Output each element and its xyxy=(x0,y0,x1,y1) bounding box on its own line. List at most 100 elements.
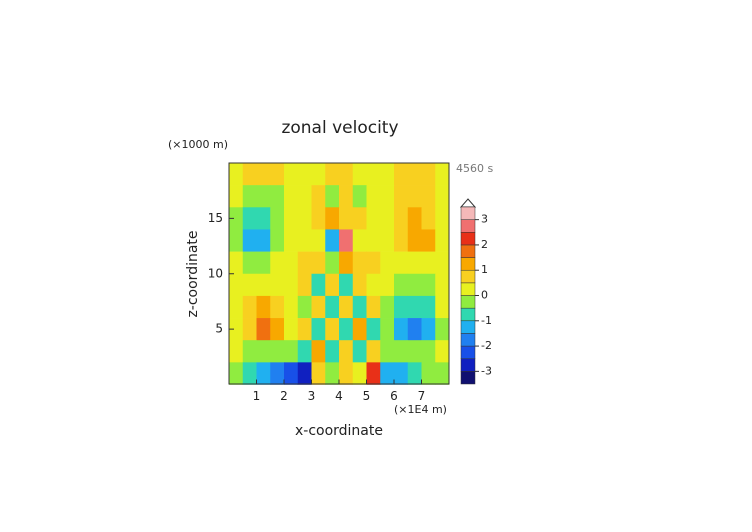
contour-cell xyxy=(325,207,340,230)
contour-cell xyxy=(394,295,409,319)
contour-cell xyxy=(325,273,340,297)
contour-cell xyxy=(256,251,271,275)
contour-cell xyxy=(407,251,422,275)
contour-cell xyxy=(229,251,244,275)
colorbar-band xyxy=(460,320,476,334)
contour-cell xyxy=(311,229,326,252)
contour-cell xyxy=(394,163,409,186)
contour-cell xyxy=(352,295,367,319)
colorbar-tick-label: -2 xyxy=(481,339,492,352)
contour-cell xyxy=(284,163,299,186)
colorbar-band xyxy=(460,295,476,309)
contour-cell xyxy=(284,185,299,208)
contour-cell xyxy=(435,295,450,319)
y-tick-label: 10 xyxy=(208,266,223,280)
contour-cell xyxy=(270,163,285,186)
contour-cell xyxy=(435,318,450,341)
colorbar-band xyxy=(460,257,476,271)
contour-cell xyxy=(270,340,285,363)
contour-cell xyxy=(352,340,367,363)
contour-cell xyxy=(380,251,395,275)
contour-cell xyxy=(297,229,312,252)
contour-cell xyxy=(284,229,299,252)
contour-cell xyxy=(366,340,381,363)
contour-cell xyxy=(352,362,367,385)
contour-cell xyxy=(421,185,436,208)
contour-cell xyxy=(284,295,299,319)
contour-cell xyxy=(297,207,312,230)
contour-cell xyxy=(270,318,285,341)
contour-cell xyxy=(297,251,312,275)
contour-cell xyxy=(256,318,271,341)
contour-cell xyxy=(311,318,326,341)
contour-cell xyxy=(284,273,299,297)
contour-cell xyxy=(352,273,367,297)
contour-cell xyxy=(284,251,299,275)
contour-cell xyxy=(297,318,312,341)
contour-cell xyxy=(352,229,367,252)
contour-cell xyxy=(270,185,285,208)
colorbar-tick-label: 1 xyxy=(481,263,488,276)
contour-cell xyxy=(435,340,450,363)
contour-cell xyxy=(394,207,409,230)
contour-cell xyxy=(256,229,271,252)
contour-cell xyxy=(421,362,436,385)
contour-cell xyxy=(325,362,340,385)
contour-cell xyxy=(325,163,340,186)
x-tick-label: 4 xyxy=(335,389,343,403)
contour-cell xyxy=(229,273,244,297)
contour-cell xyxy=(325,340,340,363)
contour-cell xyxy=(311,251,326,275)
contour-cell xyxy=(242,295,257,319)
colorbar-band xyxy=(460,244,476,258)
contour-cell xyxy=(284,362,299,385)
contour-cell xyxy=(325,318,340,341)
contour-cell xyxy=(311,273,326,297)
contour-cell xyxy=(435,362,450,385)
contour-cell xyxy=(297,362,312,385)
y-unit: (×1000 m) xyxy=(168,138,228,151)
contour-cell xyxy=(421,251,436,275)
contour-cell xyxy=(366,185,381,208)
x-unit: (×1E4 m) xyxy=(394,403,447,416)
contour-cell xyxy=(256,207,271,230)
contour-cell xyxy=(229,185,244,208)
contour-cell xyxy=(435,163,450,186)
contour-cell xyxy=(339,362,354,385)
contour-cell xyxy=(229,163,244,186)
contour-cell xyxy=(242,251,257,275)
contour-cell xyxy=(352,163,367,186)
contour-cell xyxy=(339,340,354,363)
contour-cell xyxy=(394,362,409,385)
contour-cell xyxy=(407,340,422,363)
colorbar-extend xyxy=(459,198,477,208)
contour-cell xyxy=(297,295,312,319)
contour-cell xyxy=(352,251,367,275)
contour-cell xyxy=(435,185,450,208)
x-axis-label: x-coordinate xyxy=(295,423,383,439)
contour-cell xyxy=(297,273,312,297)
contour-cell xyxy=(242,340,257,363)
contour-cell xyxy=(284,318,299,341)
contour-cell xyxy=(407,318,422,341)
contour-cell xyxy=(380,340,395,363)
contour-cell xyxy=(256,362,271,385)
contour-cell xyxy=(242,185,257,208)
colorbar-band xyxy=(460,232,476,246)
contour-cell xyxy=(339,229,354,252)
x-tick-label: 7 xyxy=(418,389,426,403)
contour-cell xyxy=(394,340,409,363)
contour-cell xyxy=(380,273,395,297)
contour-cell xyxy=(407,163,422,186)
colorbar-band xyxy=(460,219,476,233)
contour-cell xyxy=(366,295,381,319)
contour-cell xyxy=(311,362,326,385)
colorbar-band xyxy=(460,269,476,284)
contour-cell xyxy=(366,318,381,341)
contour-cell xyxy=(242,362,257,385)
contour-cell xyxy=(407,229,422,252)
contour-cell xyxy=(421,340,436,363)
contour-cell xyxy=(311,340,326,363)
colorbar-tick-label: 3 xyxy=(481,213,488,226)
